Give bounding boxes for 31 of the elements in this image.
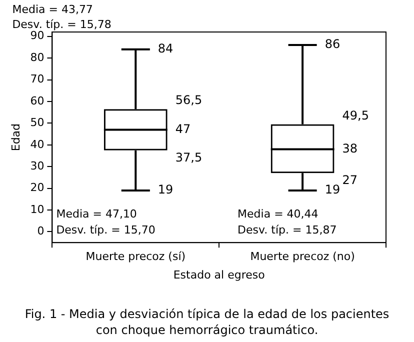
y-tick-label: 30 — [30, 159, 44, 172]
text: Desv. típ. = 15,78 — [12, 18, 112, 31]
y-tick-label: 60 — [30, 94, 44, 108]
text: 84 — [158, 41, 174, 56]
y-tick-label: 80 — [30, 50, 44, 64]
y-tick-label: 10 — [30, 202, 44, 216]
annotation: Desv. típ. = 15,70 — [56, 224, 156, 237]
text: 38 — [342, 141, 358, 156]
x-tick-label: Muerte precoz (no) — [250, 250, 355, 264]
annotation: Media = 47,10 — [56, 208, 137, 221]
y-tick-label: 90 — [30, 29, 44, 42]
y-tick-label: 20 — [30, 181, 44, 194]
y-axis-title: Edad — [9, 123, 22, 152]
y-tick-label: 40 — [30, 138, 44, 151]
text: Media = 43,77 — [12, 3, 93, 16]
x-tick-label: Muerte precoz (sí) — [86, 250, 186, 264]
annotation: Desv. típ. = 15,87 — [238, 224, 337, 237]
text: 47 — [175, 122, 191, 136]
text: 27 — [342, 173, 358, 188]
text: 19 — [158, 182, 174, 197]
text: 56,5 — [175, 93, 202, 108]
text: 86 — [324, 37, 340, 52]
y-tick-label: 50 — [30, 116, 44, 130]
annotation: Media = 40,44 — [238, 208, 318, 221]
caption: Fig. 1 - Media y desviación típica de la edad de los pacientes con choque hemorrágico traumático. — [24, 307, 390, 337]
text: 37,5 — [175, 150, 202, 164]
y-tick-label: 70 — [30, 72, 44, 86]
y-tick-label: 0 — [37, 224, 44, 238]
text: 49,5 — [342, 108, 369, 122]
x-axis-title: Estado al egreso — [173, 268, 266, 282]
text: 19 — [324, 182, 340, 197]
